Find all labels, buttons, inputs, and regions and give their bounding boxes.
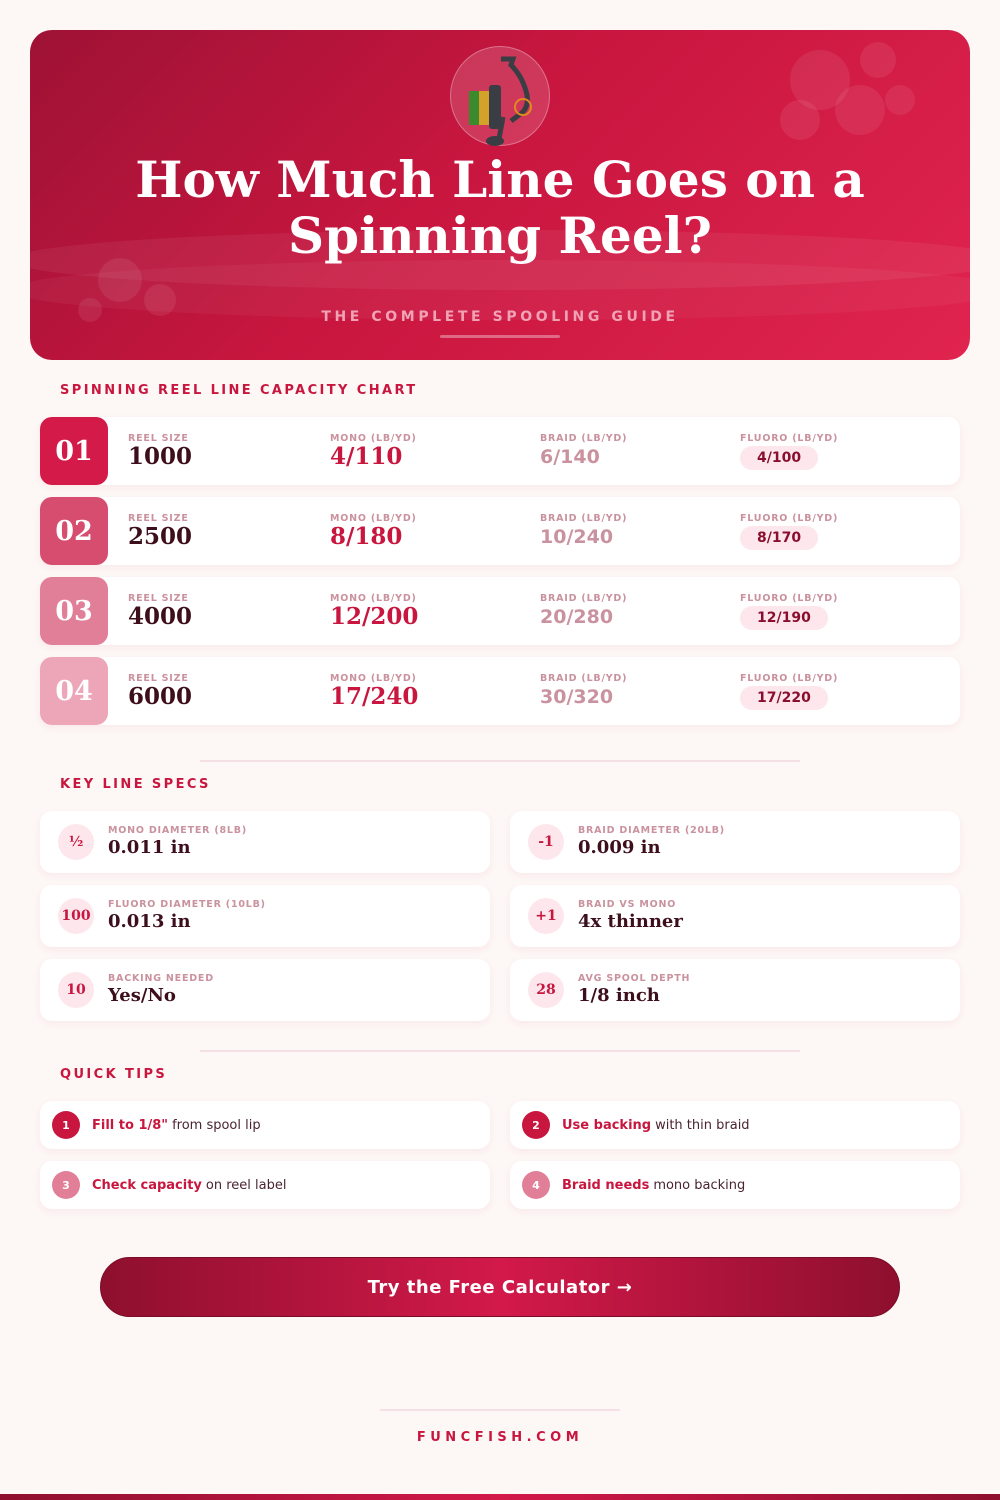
mono-label: MONO (LB/YD) [330,433,417,444]
mono-label: MONO (LB/YD) [330,593,417,604]
spec-label: MONO DIAMETER (8LB) [108,825,247,836]
bottom-bar [0,1494,1000,1500]
spec-value: 0.009 in [578,837,661,858]
spec-label: BRAID VS MONO [578,899,677,910]
braid-value: 10/240 [540,526,614,548]
calculator-button[interactable]: Try the Free Calculator → [100,1257,900,1317]
tip-number: 3 [52,1171,80,1199]
hero-banner: How Much Line Goes on a Spinning Reel? T… [30,30,970,360]
mono-value: 4/110 [330,443,403,470]
spec-icon: +1 [528,898,564,934]
divider [200,1050,800,1052]
braid-value: 6/140 [540,446,600,468]
spec-value: Yes/No [108,985,176,1006]
fluoro-label: FLUORO (LB/YD) [740,433,839,444]
tip-item: 4 Braid needs mono backing [510,1161,960,1209]
section-heading-tips: QUICK TIPS [60,1067,168,1082]
capacity-row: 02 REEL SIZE 2500 MONO (LB/YD) 8/180 BRAID… [40,497,960,565]
fluoro-value-badge: 17/220 [740,686,828,710]
tip-text: with thin braid [655,1117,750,1133]
tip-number: 1 [52,1111,80,1139]
row-number: 02 [40,497,108,565]
reel-size-value: 6000 [128,683,193,710]
divider [200,760,800,762]
spec-label: BRAID DIAMETER (20LB) [578,825,725,836]
fluoro-label: FLUORO (LB/YD) [740,593,839,604]
row-number: 04 [40,657,108,725]
tip-item: 1 Fill to 1/8" from spool lip [40,1101,490,1149]
reel-size-label: REEL SIZE [128,513,189,524]
spec-icon: 10 [58,972,94,1008]
divider [440,335,560,338]
row-number: 01 [40,417,108,485]
spec-value: 4x thinner [578,911,683,932]
spec-value: 0.011 in [108,837,191,858]
reel-size-label: REEL SIZE [128,433,189,444]
spec-card: -1 BRAID DIAMETER (20LB) 0.009 in [510,811,960,873]
spec-label: AVG SPOOL DEPTH [578,973,691,984]
tip-text: mono backing [653,1177,746,1193]
tip-number: 4 [522,1171,550,1199]
spinning-reel-icon [450,46,550,146]
mono-value: 12/200 [330,603,419,630]
mono-value: 8/180 [330,523,403,550]
section-heading-capacity: SPINNING REEL LINE CAPACITY CHART [60,383,418,398]
tip-text: on reel label [205,1177,287,1193]
spec-card: +1 BRAID VS MONO 4x thinner [510,885,960,947]
mono-value: 17/240 [330,683,419,710]
reel-size-value: 2500 [128,523,193,550]
spec-card: 10 BACKING NEEDED Yes/No [40,959,490,1021]
spec-icon: ½ [58,824,94,860]
spec-label: FLUORO DIAMETER (10LB) [108,899,266,910]
spec-value: 1/8 inch [578,985,660,1006]
tip-item: 3 Check capacity on reel label [40,1161,490,1209]
footer-site-link[interactable]: FUNCFISH.COM [416,1430,584,1445]
mono-label: MONO (LB/YD) [330,513,417,524]
fluoro-value-badge: 8/170 [740,526,819,550]
row-number: 03 [40,577,108,645]
spec-icon: 28 [528,972,564,1008]
section-heading-specs: KEY LINE SPECS [60,777,211,792]
tip-highlight: Braid needs [562,1177,650,1193]
tip-number: 2 [522,1111,550,1139]
spec-card: 100 FLUORO DIAMETER (10LB) 0.013 in [40,885,490,947]
spec-value: 0.013 in [108,911,191,932]
page-subtitle: THE COMPLETE SPOOLING GUIDE [321,309,679,325]
tip-highlight: Use backing [562,1117,652,1133]
capacity-row: 01 REEL SIZE 1000 MONO (LB/YD) 4/110 BRAID… [40,417,960,485]
braid-value: 30/320 [540,686,614,708]
reel-size-label: REEL SIZE [128,593,189,604]
mono-label: MONO (LB/YD) [330,673,417,684]
spec-card: 28 AVG SPOOL DEPTH 1/8 inch [510,959,960,1021]
reel-size-value: 4000 [128,603,193,630]
fluoro-value-badge: 4/100 [740,446,819,470]
braid-label: BRAID (LB/YD) [540,513,628,524]
fluoro-label: FLUORO (LB/YD) [740,673,839,684]
capacity-row: 03 REEL SIZE 4000 MONO (LB/YD) 12/200 BRAI… [40,577,960,645]
spec-icon: -1 [528,824,564,860]
tip-highlight: Check capacity [92,1177,202,1193]
tip-highlight: Fill to 1/8" [92,1117,169,1133]
braid-value: 20/280 [540,606,614,628]
reel-size-label: REEL SIZE [128,673,189,684]
capacity-row: 04 REEL SIZE 6000 MONO (LB/YD) 17/240 BRAI… [40,657,960,725]
spec-label: BACKING NEEDED [108,973,214,984]
fluoro-value-badge: 12/190 [740,606,828,630]
braid-label: BRAID (LB/YD) [540,593,628,604]
spec-card: ½ MONO DIAMETER (8LB) 0.011 in [40,811,490,873]
braid-label: BRAID (LB/YD) [540,673,628,684]
fluoro-label: FLUORO (LB/YD) [740,513,839,524]
page-title: How Much Line Goes on a Spinning Reel? [135,150,865,265]
tip-text: from spool lip [172,1117,261,1133]
reel-size-value: 1000 [128,443,193,470]
divider [380,1409,620,1411]
braid-label: BRAID (LB/YD) [540,433,628,444]
spec-icon: 100 [58,898,94,934]
tip-item: 2 Use backing with thin braid [510,1101,960,1149]
